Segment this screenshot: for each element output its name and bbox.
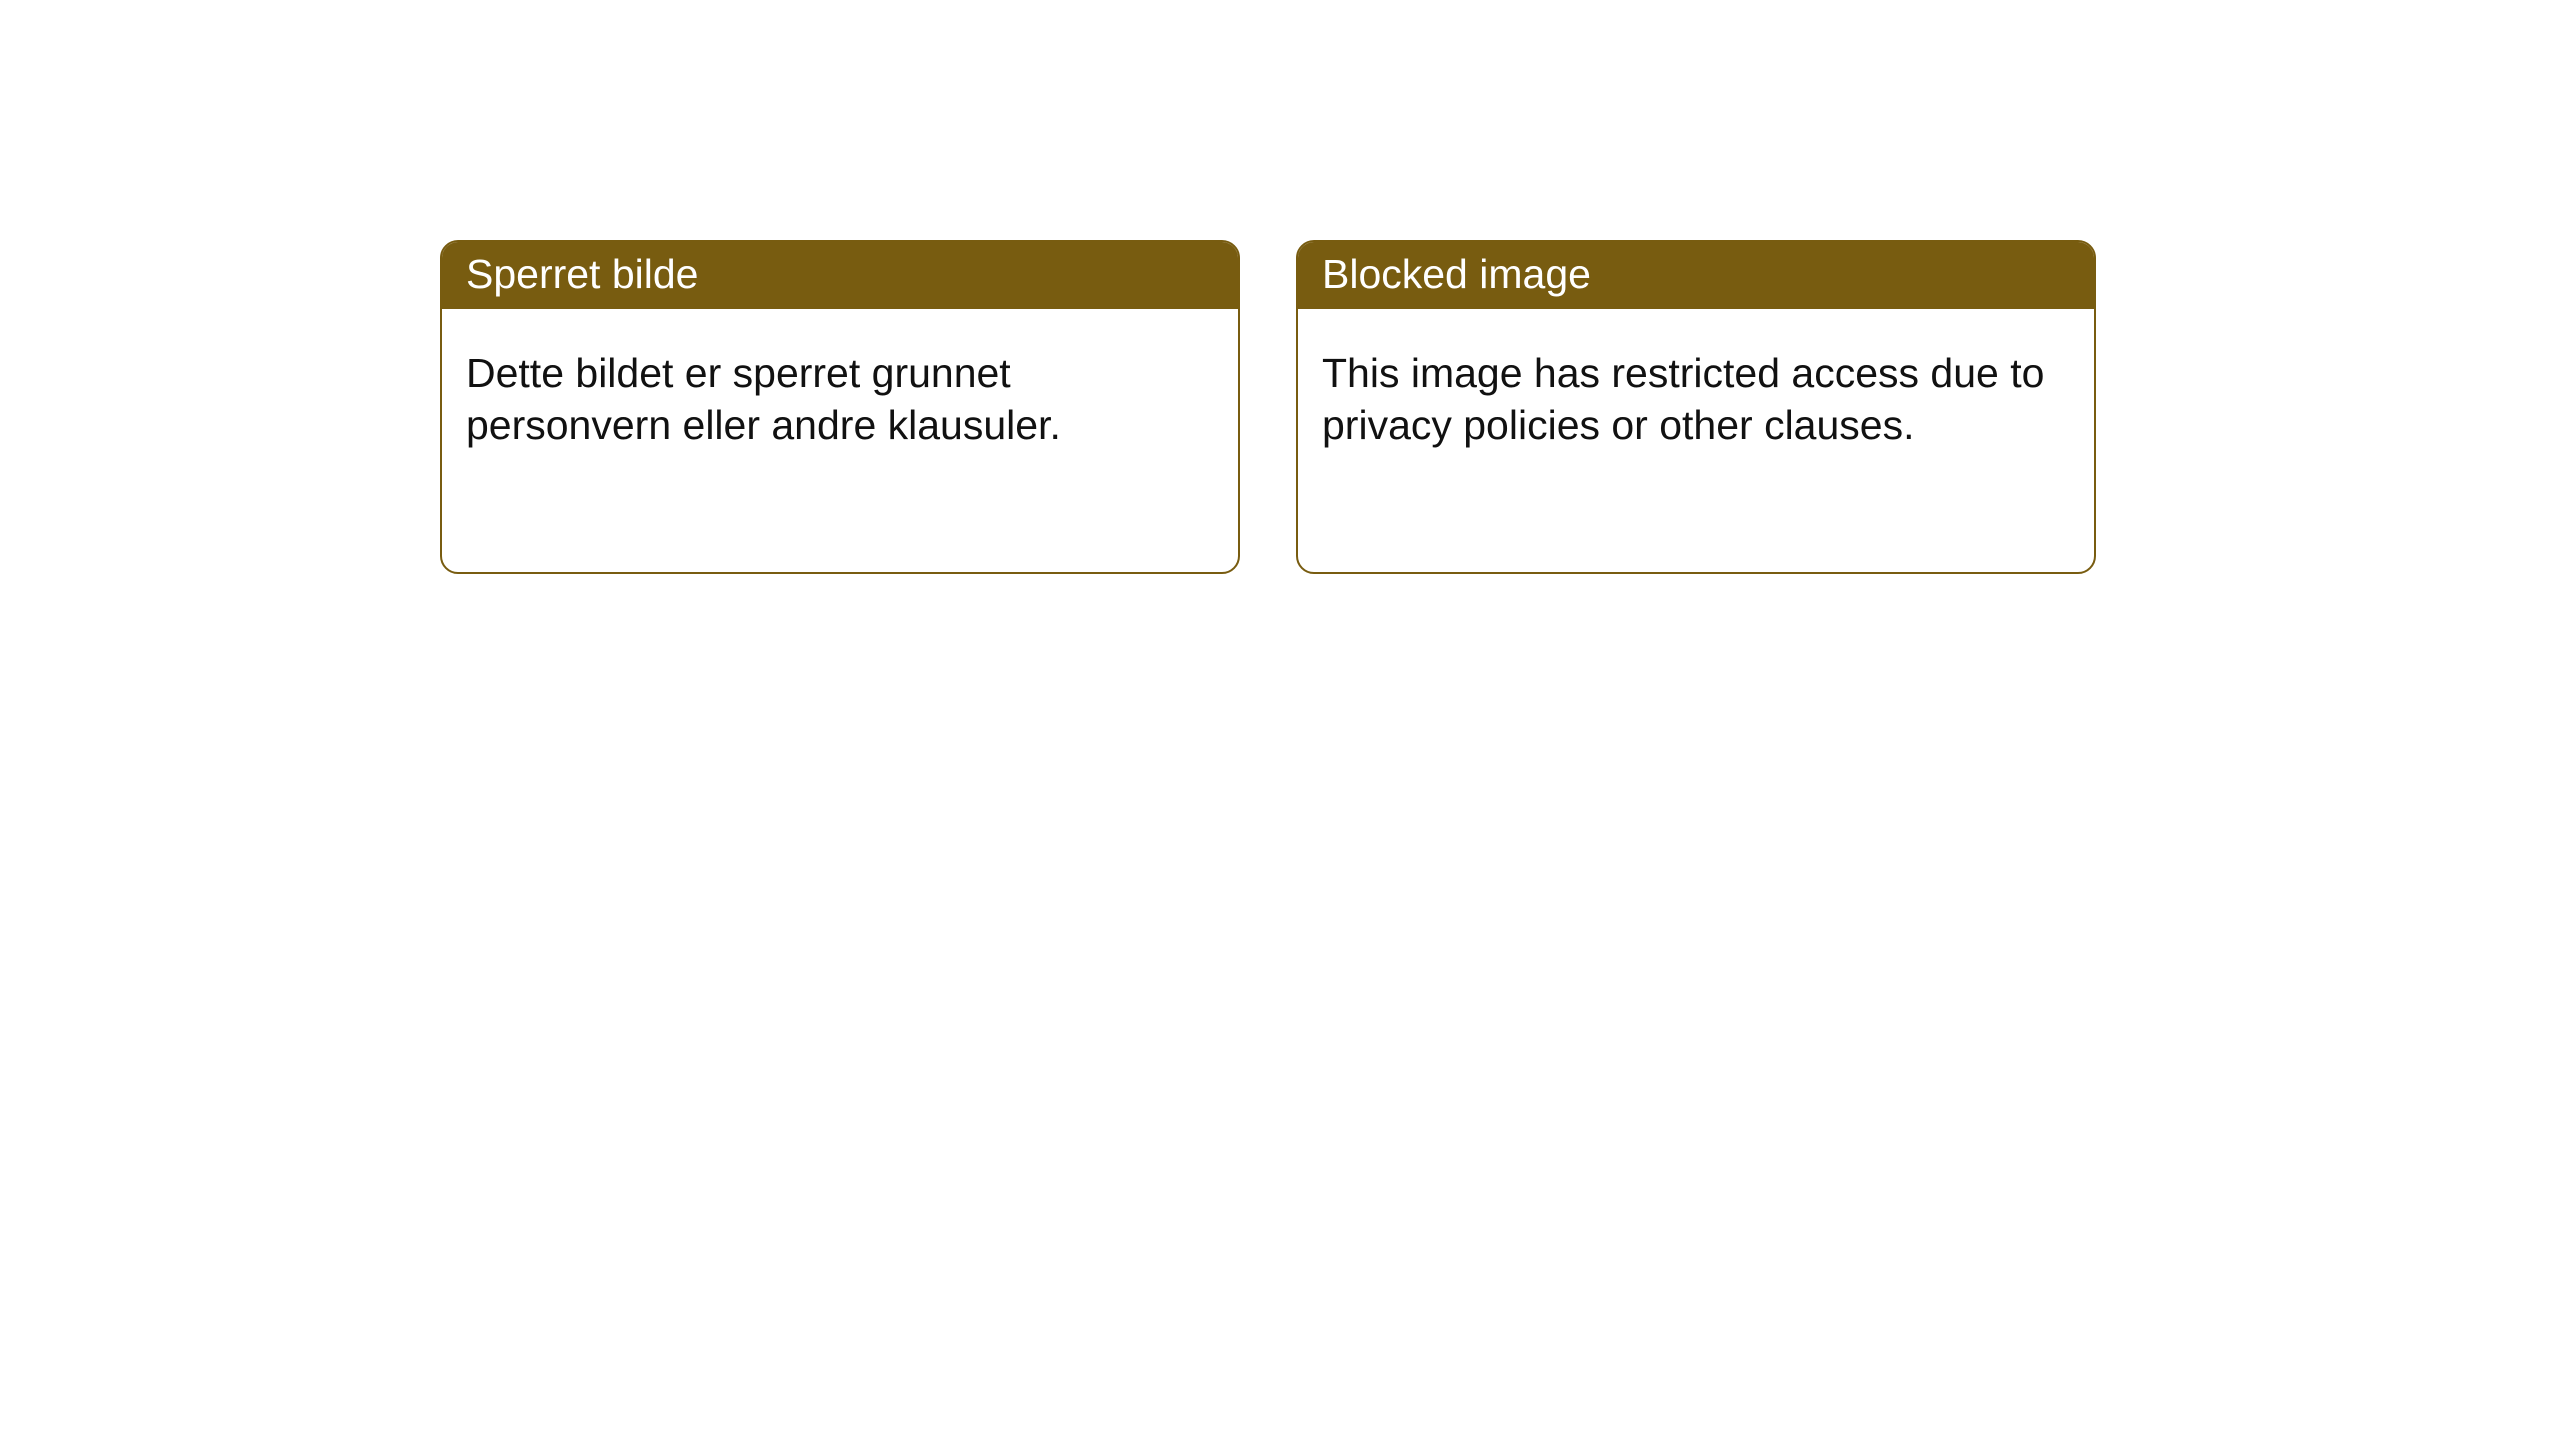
notice-container: Sperret bilde Dette bildet er sperret gr…: [0, 0, 2560, 574]
panel-header: Blocked image: [1298, 242, 2094, 309]
panel-body-text: This image has restricted access due to …: [1322, 347, 2070, 451]
panel-body: This image has restricted access due to …: [1298, 309, 2094, 475]
notice-panel-norwegian: Sperret bilde Dette bildet er sperret gr…: [440, 240, 1240, 574]
panel-body: Dette bildet er sperret grunnet personve…: [442, 309, 1238, 475]
panel-header: Sperret bilde: [442, 242, 1238, 309]
notice-panel-english: Blocked image This image has restricted …: [1296, 240, 2096, 574]
panel-body-text: Dette bildet er sperret grunnet personve…: [466, 347, 1214, 451]
